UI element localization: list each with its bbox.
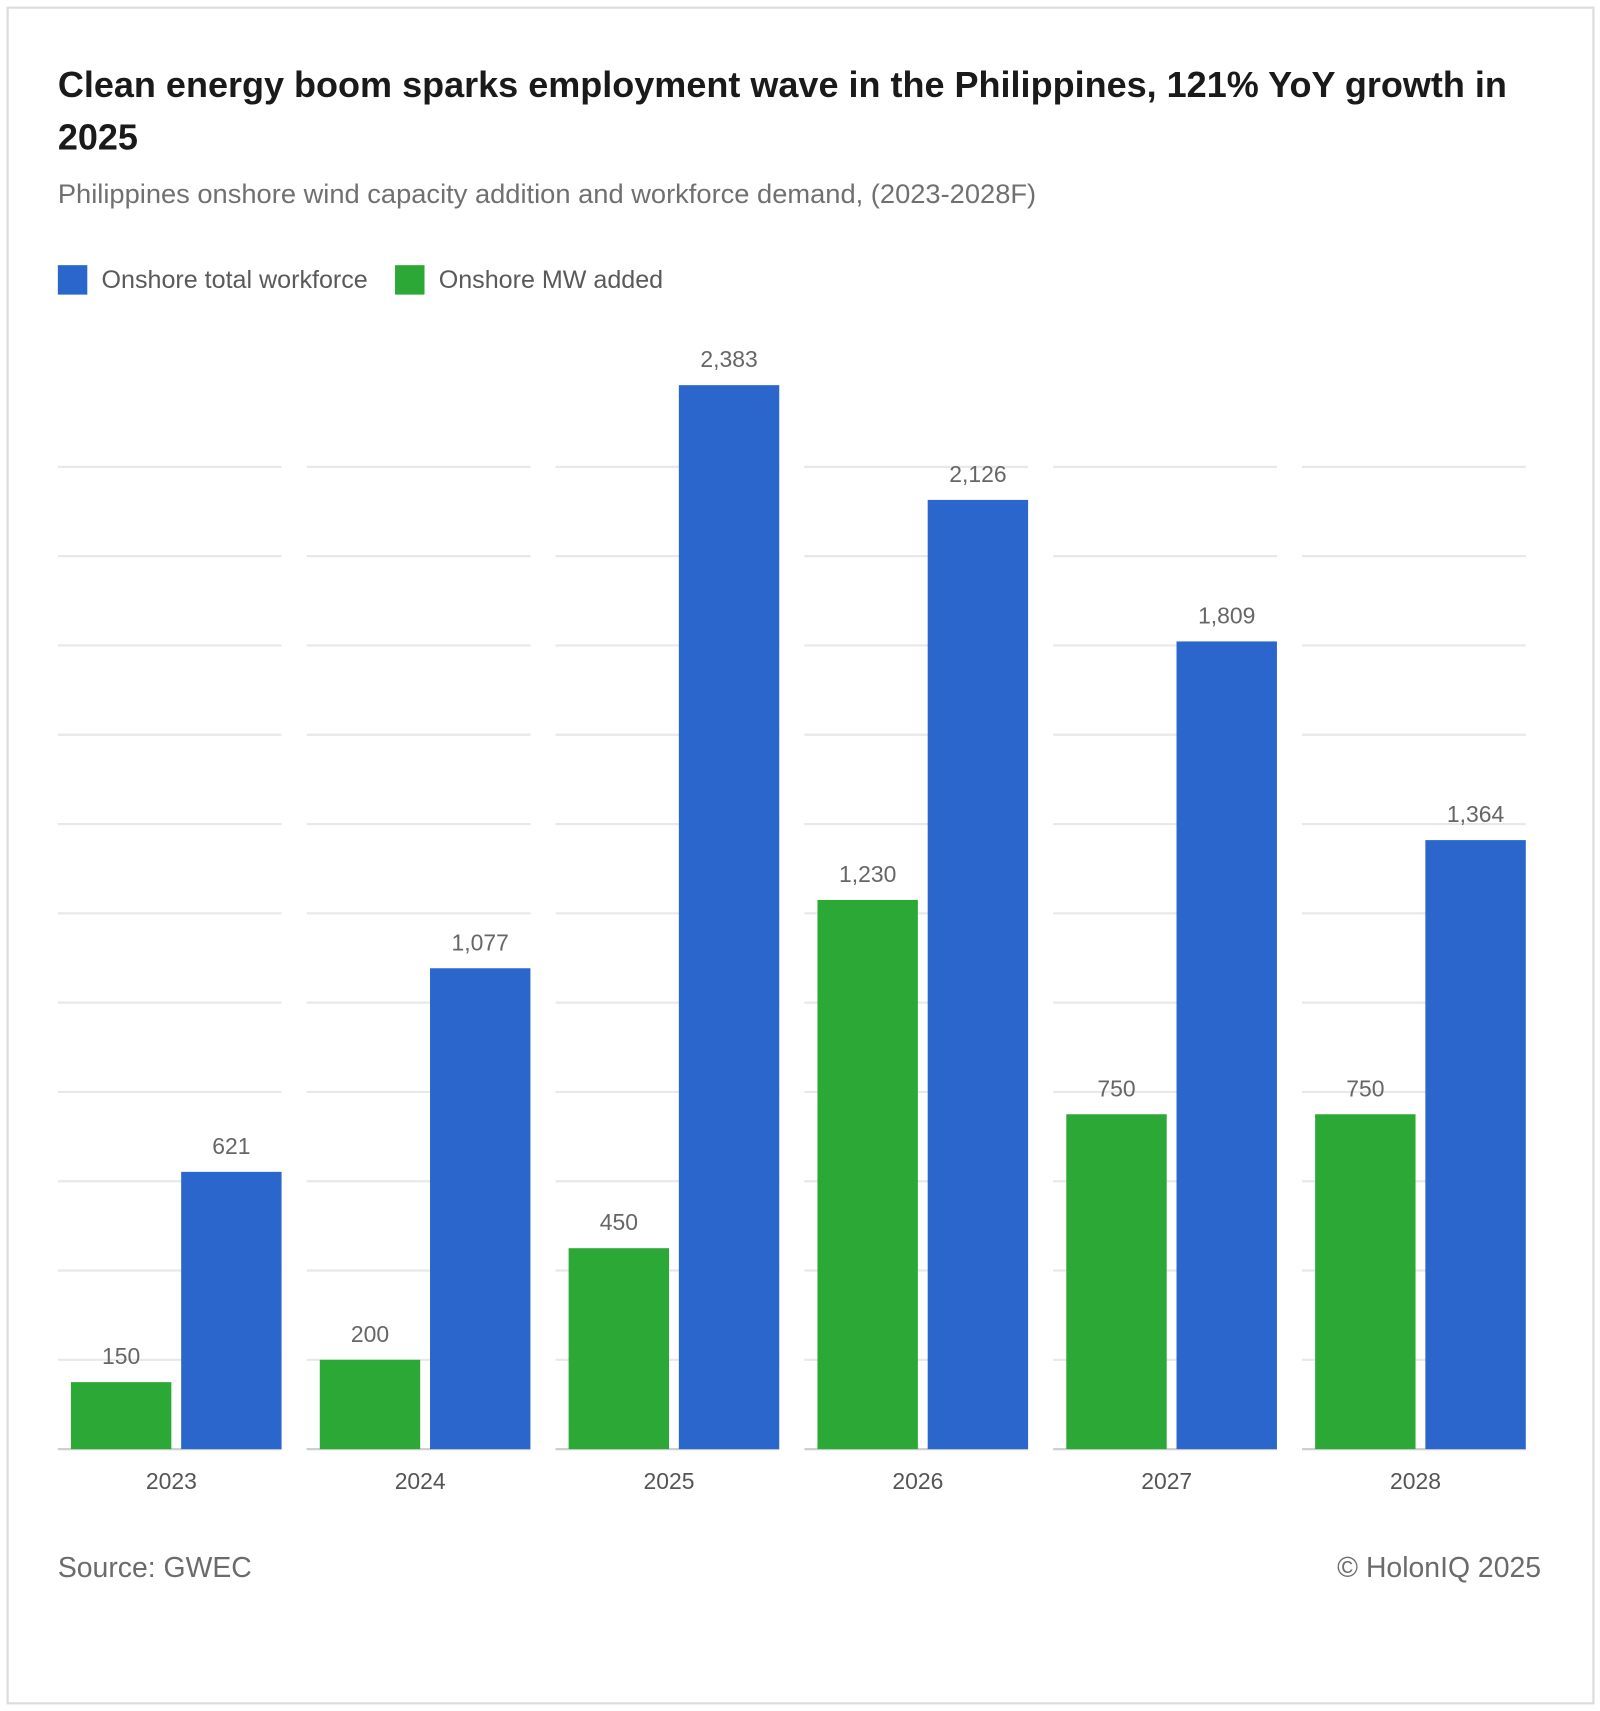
source-note: Source: GWEC: [57, 1550, 252, 1584]
bar: [1315, 1114, 1416, 1450]
data-label: 1,077: [452, 929, 509, 955]
chart-title: Clean energy boom sparks employment wave…: [57, 64, 1507, 158]
data-label: 1,364: [1447, 801, 1505, 827]
x-tick-label: 2027: [1141, 1468, 1192, 1494]
data-label: 2,383: [700, 346, 757, 372]
data-label: 2,126: [949, 461, 1006, 487]
x-tick-label: 2025: [644, 1468, 695, 1494]
data-label: 621: [212, 1133, 250, 1159]
bar: [319, 1359, 421, 1450]
legend-swatch: [395, 265, 425, 295]
credit-note: © HolonIQ 2025: [1337, 1550, 1542, 1584]
bar: [70, 1382, 172, 1450]
x-tick-label: 2023: [146, 1468, 197, 1494]
data-label: 450: [600, 1209, 638, 1235]
bar: [181, 1171, 282, 1450]
legend-swatch: [57, 265, 88, 295]
bar: [927, 499, 1029, 1450]
bar: [817, 899, 918, 1450]
chart-subtitle: Philippines onshore wind capacity additi…: [57, 178, 1037, 210]
bar: [1176, 641, 1277, 1450]
legend-label: Onshore MW added: [439, 266, 663, 294]
x-tick-label: 2026: [892, 1468, 943, 1494]
data-label: 200: [351, 1321, 389, 1347]
x-tick-label: 2024: [395, 1468, 446, 1494]
card-border: [6, 6, 1595, 1705]
data-label: 1,809: [1198, 602, 1255, 628]
bar: [678, 385, 780, 1450]
legend-label: Onshore total workforce: [102, 266, 368, 294]
bar: [430, 968, 531, 1450]
data-label: 1,230: [839, 861, 896, 887]
data-label: 750: [1097, 1075, 1135, 1101]
bar: [1066, 1114, 1167, 1450]
bar: [1425, 840, 1526, 1450]
data-label: 750: [1346, 1075, 1384, 1101]
data-label: 150: [102, 1343, 140, 1369]
x-tick-label: 2028: [1390, 1468, 1441, 1494]
bar: [568, 1248, 670, 1450]
